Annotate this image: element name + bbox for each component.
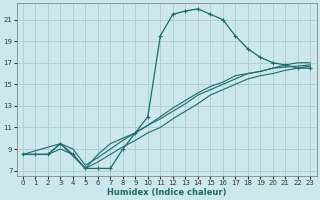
X-axis label: Humidex (Indice chaleur): Humidex (Indice chaleur)	[107, 188, 226, 197]
